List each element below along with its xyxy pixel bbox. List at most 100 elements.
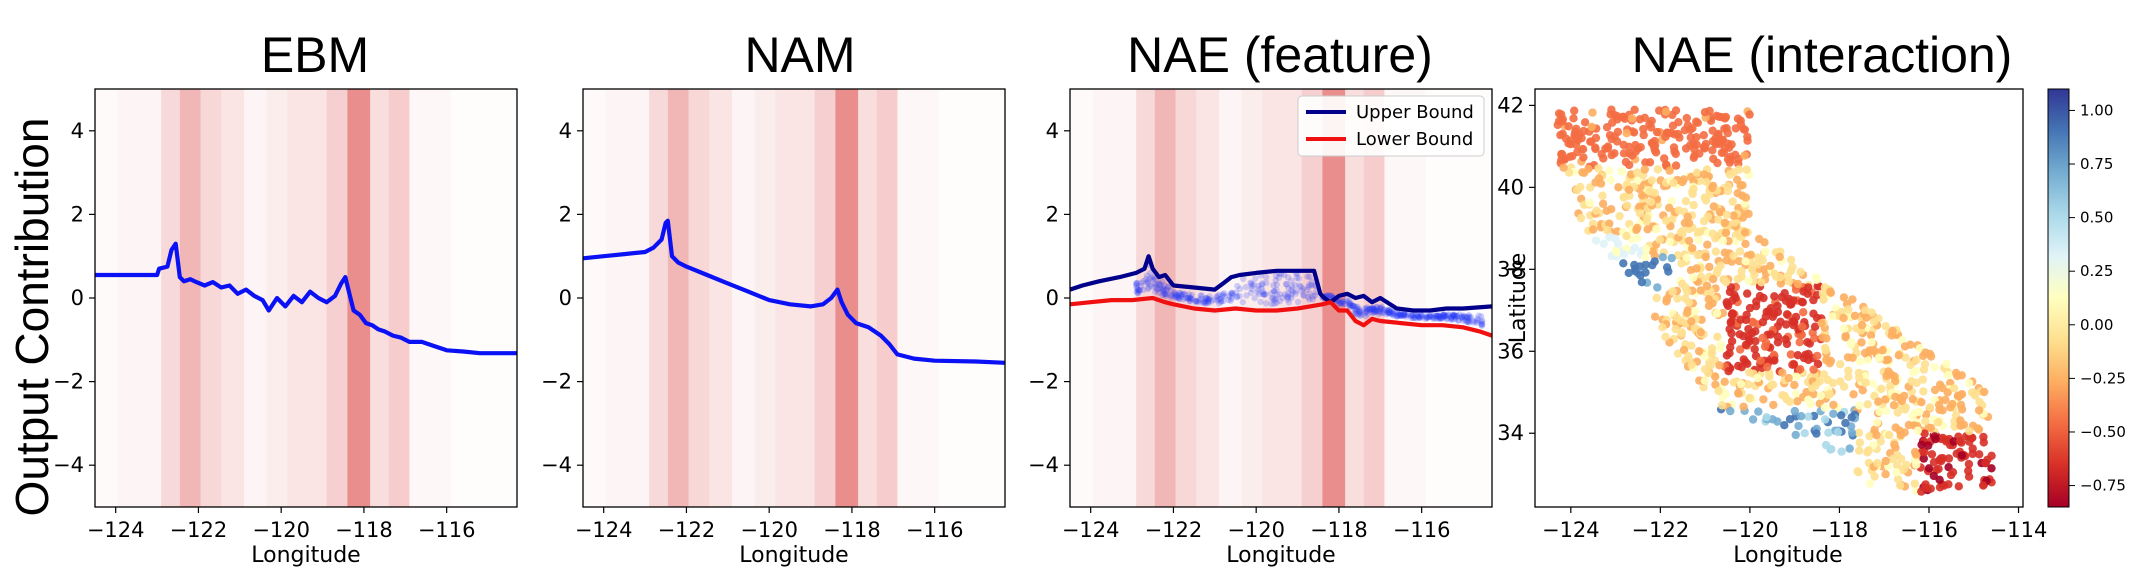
sample-point — [1133, 282, 1140, 289]
geo-point — [1875, 353, 1884, 362]
geo-point — [1857, 320, 1867, 330]
sample-point — [1227, 297, 1234, 304]
panel-ebm: EBM −124 −122 −120 −118 −116 4 2 0 −2 −4 Longitu… — [53, 27, 518, 568]
density-band-14 — [451, 89, 517, 507]
geo-point — [1723, 186, 1733, 196]
colorbar-tick-label: 1.00 — [2080, 101, 2113, 119]
geo-point — [1974, 425, 1984, 434]
sample-point — [1465, 312, 1473, 319]
geo-point — [1653, 283, 1662, 292]
sample-point — [1433, 315, 1440, 322]
geo-point — [1566, 136, 1575, 145]
geo-point — [1968, 449, 1977, 459]
geo-point — [1837, 411, 1846, 420]
sample-point — [1272, 272, 1280, 280]
sample-point — [1186, 295, 1193, 303]
geo-point — [1935, 475, 1944, 484]
sample-point — [1204, 298, 1212, 306]
geo-point — [1671, 161, 1681, 170]
geo-point — [1782, 310, 1792, 319]
geo-point — [1967, 388, 1977, 397]
geo-point — [1751, 327, 1760, 336]
sample-point — [1138, 282, 1145, 290]
geo-point — [1701, 177, 1710, 186]
geo-point — [1919, 454, 1929, 463]
sample-point — [1216, 295, 1223, 303]
sample-point — [1411, 314, 1419, 321]
sample-point — [1479, 317, 1486, 324]
geo-point — [1666, 128, 1676, 138]
geo-point — [1729, 378, 1739, 387]
sample-point — [1143, 279, 1150, 286]
sample-point — [1140, 277, 1147, 285]
sample-point — [1435, 312, 1442, 320]
sample-point — [1258, 285, 1265, 292]
geo-point — [1682, 253, 1691, 263]
geo-point — [1855, 357, 1865, 366]
sample-point — [1404, 311, 1411, 318]
geo-point — [1797, 412, 1806, 421]
geo-point — [1944, 454, 1954, 463]
x-tick-label: −118 — [823, 518, 881, 542]
geo-point — [1671, 106, 1681, 115]
sample-point — [1373, 306, 1380, 313]
colorbar: 1.00 0.75 0.50 0.25 0.00 −0.25 −0.50 −0.75 — [2047, 88, 2126, 508]
geo-point — [1627, 114, 1637, 123]
geo-point — [1648, 247, 1657, 256]
geo-point — [1893, 461, 1902, 470]
sample-point — [1171, 293, 1179, 300]
x-tick-label: −124 — [1542, 518, 1600, 542]
sample-point — [1426, 311, 1434, 319]
geo-point — [1780, 421, 1789, 430]
geo-point — [1665, 203, 1674, 212]
geo-point — [1705, 262, 1714, 272]
geo-point — [1721, 228, 1731, 238]
geo-point — [1987, 451, 1996, 460]
sample-point — [1220, 297, 1227, 305]
geo-point — [1592, 206, 1601, 215]
series-line-nam-shape — [582, 218, 1006, 365]
geo-point — [1681, 144, 1691, 153]
geo-point — [1895, 481, 1905, 490]
geo-point — [1790, 406, 1800, 416]
geo-point — [1677, 328, 1686, 337]
geo-point — [1906, 360, 1915, 370]
geo-point — [1824, 428, 1833, 437]
sample-point — [1397, 311, 1404, 319]
sample-point — [1408, 312, 1415, 319]
sample-point — [1145, 284, 1153, 291]
sample-point — [1255, 282, 1262, 290]
sample-point — [1389, 308, 1397, 315]
geo-point — [1895, 426, 1904, 435]
sample-point — [1435, 313, 1443, 321]
colorbar-tick-label: −0.50 — [2080, 423, 2126, 441]
geo-point — [1684, 236, 1694, 245]
sample-point — [1229, 291, 1236, 299]
y-ticks: 4 2 0 −2 −4 — [1028, 119, 1070, 477]
geo-point — [1578, 145, 1588, 154]
geo-point — [1727, 337, 1737, 346]
x-axis-label: Longitude — [1733, 543, 1842, 568]
geo-point — [1926, 484, 1935, 493]
geo-point — [1650, 136, 1659, 146]
sample-point — [1397, 312, 1404, 319]
geo-point — [1703, 240, 1712, 249]
geo-point — [1569, 114, 1578, 123]
geo-point — [1619, 149, 1629, 158]
geo-point — [1864, 446, 1873, 455]
sample-point — [1370, 307, 1378, 314]
sample-point — [1172, 292, 1179, 299]
sample-point — [1453, 312, 1460, 319]
geo-point — [1820, 415, 1830, 424]
sample-point — [1275, 274, 1283, 281]
sample-point — [1370, 306, 1378, 313]
sample-point — [1134, 289, 1141, 297]
geo-point — [1608, 118, 1617, 127]
geo-point — [1925, 403, 1935, 412]
geo-point — [1630, 243, 1640, 252]
geo-point — [1773, 332, 1783, 341]
geo-point — [1713, 158, 1722, 168]
colorbar-tick-label: 0.75 — [2080, 155, 2113, 173]
geo-scatter — [1553, 105, 1996, 496]
geo-point — [1613, 127, 1623, 137]
